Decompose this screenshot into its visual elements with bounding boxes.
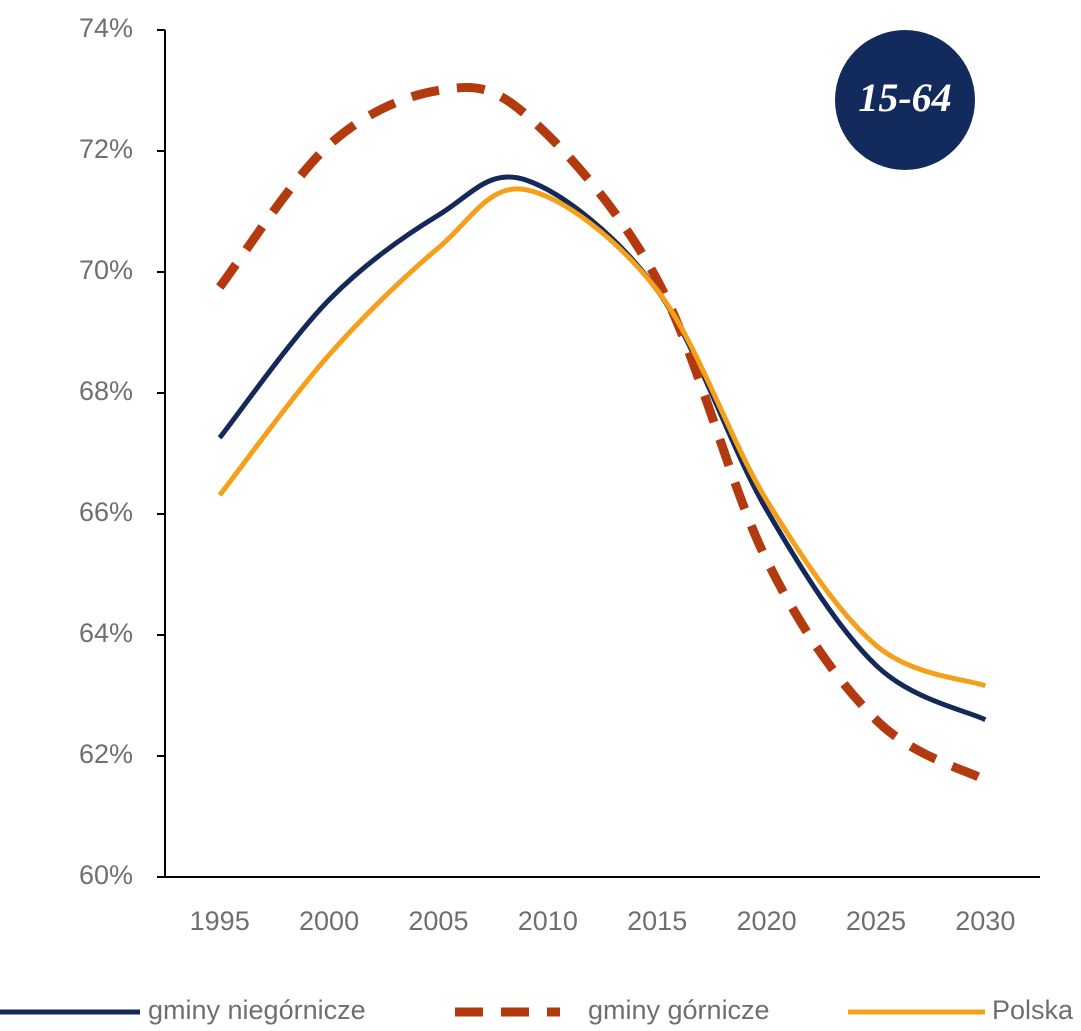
x-tick-label: 2015 bbox=[627, 906, 687, 936]
y-tick-label: 68% bbox=[79, 376, 133, 406]
x-tick-label: 2020 bbox=[737, 906, 797, 936]
x-tick-label: 2000 bbox=[299, 906, 359, 936]
x-tick-label: 2025 bbox=[846, 906, 906, 936]
badge-label: 15-64 bbox=[858, 75, 951, 120]
legend-label: gminy górnicze bbox=[588, 995, 770, 1025]
y-tick-label: 62% bbox=[79, 739, 133, 769]
legend-label: Polska bbox=[992, 995, 1074, 1025]
badge-circle bbox=[835, 30, 975, 170]
x-tick-label: 2010 bbox=[518, 906, 578, 936]
y-tick-label: 74% bbox=[79, 13, 133, 43]
x-tick-label: 2005 bbox=[408, 906, 468, 936]
y-tick-label: 70% bbox=[79, 255, 133, 285]
x-tick-label: 1995 bbox=[190, 906, 250, 936]
series-line bbox=[217, 186, 987, 689]
legend-label: gminy niegórnicze bbox=[148, 995, 366, 1025]
series-line bbox=[216, 83, 988, 785]
x-tick-label: 2030 bbox=[955, 906, 1015, 936]
y-tick-label: 60% bbox=[79, 860, 133, 890]
y-tick-label: 72% bbox=[79, 134, 133, 164]
y-tick-label: 66% bbox=[79, 497, 133, 527]
y-tick-label: 64% bbox=[79, 618, 133, 648]
